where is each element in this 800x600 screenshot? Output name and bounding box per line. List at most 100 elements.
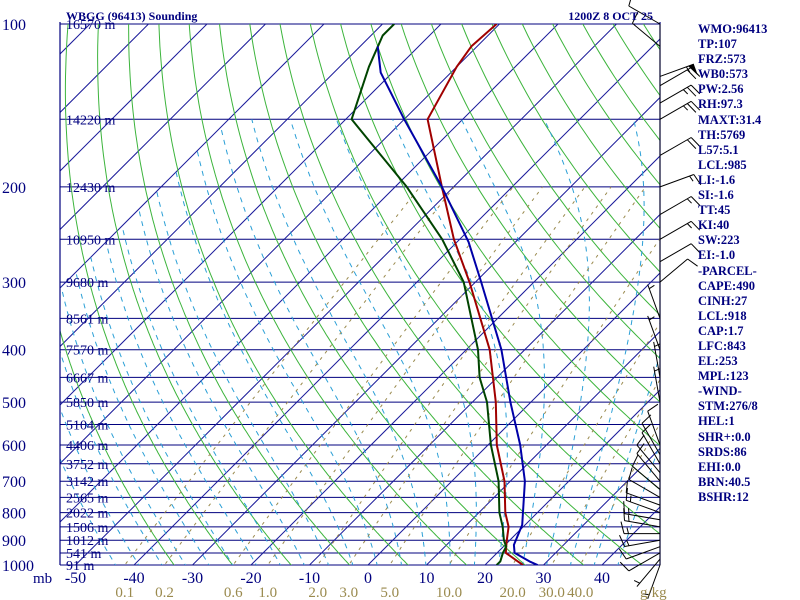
dewpoint-trace	[350, 24, 508, 565]
mixing-ratio-lines	[124, 186, 660, 565]
parcel-trace	[376, 46, 539, 565]
mixing-ratio-label: 40.0	[567, 585, 593, 600]
pressure-tick-label: 100	[2, 17, 26, 34]
temperature-tick-label: -20	[240, 570, 261, 587]
height-label: 5104 m	[66, 419, 109, 434]
temperature-tick-label: 0	[364, 570, 372, 587]
sounding-index: LCL:985	[698, 157, 747, 172]
height-label: 91 m	[66, 559, 95, 574]
sounding-index: HEL:1	[698, 414, 735, 429]
wind-barb	[636, 434, 661, 473]
mixing-ratio-line-0	[124, 186, 421, 565]
sounding-index: -WIND-	[698, 384, 742, 399]
sounding-index: MAXT:31.4	[698, 112, 762, 127]
height-label: 1506 m	[66, 521, 109, 536]
dry-adiabat-290	[188, 24, 468, 565]
height-label: 2565 m	[66, 491, 109, 506]
sounding-index: CAP:1.7	[698, 323, 744, 338]
wind-barb	[619, 534, 661, 547]
moist-adiabat-32	[543, 119, 590, 565]
sounding-index: KI:40	[698, 218, 730, 233]
sounding-index: TT:45	[698, 203, 731, 218]
mixing-ratio-label: 2.0	[308, 585, 327, 600]
sounding-series	[350, 24, 539, 565]
wind-barb	[659, 100, 701, 120]
sounding-index: EI:-1.0	[698, 248, 736, 263]
wind-barb	[659, 174, 702, 188]
moist-adiabat--24	[75, 272, 210, 565]
wind-barb	[631, 454, 661, 490]
height-label: 7570 m	[66, 344, 109, 359]
dry-adiabat-250	[64, 24, 234, 565]
mixing-ratio-label: 0.2	[155, 585, 174, 600]
height-label: 6667 m	[66, 371, 109, 386]
mixing-ratio-label: 30.0	[539, 585, 565, 600]
axis-labels: 0.1 0.2 0.6 1.0 2.0 3.0 5.0 10.0 20.0 30.0 40.0100…	[2, 17, 610, 600]
wind-barb	[659, 243, 701, 263]
sounding-index: STM:276/8	[698, 399, 758, 414]
mixing-ratio-line-1	[163, 186, 455, 565]
wind-barb	[619, 552, 661, 572]
sounding-index: CAPE:490	[698, 278, 755, 293]
sounding-index: TP:107	[698, 37, 737, 52]
temperature-tick-label: -50	[65, 570, 86, 587]
moist-adiabat--40	[60, 457, 117, 565]
moist-adiabat--16	[105, 242, 257, 565]
wind-barb	[623, 501, 661, 521]
wind-barb	[653, 366, 661, 403]
isotherm-30	[543, 447, 660, 565]
sounding-index: RH:97.3	[698, 97, 743, 112]
isotherm-0	[367, 272, 660, 565]
wind-barb	[628, 467, 661, 498]
dry-adiabat-340	[340, 24, 660, 491]
sounding-index: CINH:27	[698, 293, 748, 308]
sounding-index: L57:5.1	[698, 142, 739, 157]
pressure-tick-label: 800	[2, 506, 26, 523]
temperature-tick-label: 10	[419, 570, 435, 587]
mixing-ratio-line-6	[389, 186, 646, 565]
wind-barb	[631, 11, 661, 47]
sounding-index: LI:-1.6	[698, 172, 736, 187]
dry-adiabat-270	[128, 24, 351, 565]
temperature-tick-label: -10	[299, 570, 320, 587]
temperature-tick-label: -30	[182, 570, 203, 587]
wind-barb	[659, 84, 701, 104]
sounding-index: WB0:573	[698, 67, 748, 82]
temperature-tick-label: -40	[123, 570, 144, 587]
sounding-index: PW:2.56	[698, 82, 744, 97]
sounding-index: TH:5769	[698, 127, 746, 142]
pressure-tick-label: 400	[2, 343, 26, 360]
moist-adiabat-20	[336, 119, 477, 565]
isotherm--110	[60, 24, 266, 231]
moist-adiabat-12	[251, 119, 427, 565]
pressure-tick-label: 500	[2, 395, 26, 412]
sounding-index: EHI:0.0	[698, 459, 741, 474]
isotherm--10	[309, 213, 660, 565]
sounding-index: BRN:40.5	[698, 474, 751, 489]
wind-barb	[641, 423, 661, 465]
moist-adiabat-28	[460, 119, 545, 565]
wind-barb	[659, 220, 701, 240]
isotherm--80	[60, 24, 442, 406]
sounding-index: -PARCEL-	[698, 263, 757, 278]
moist-adiabat-40	[593, 352, 660, 565]
moist-adiabat--28	[60, 286, 187, 565]
pressure-tick-label: 900	[2, 533, 26, 550]
isotherm--60	[60, 24, 559, 523]
isotherm--20	[250, 155, 660, 565]
isotherm--120	[60, 24, 208, 172]
height-label: 16570 m	[66, 18, 116, 33]
height-label: 4406 m	[66, 439, 109, 454]
isotherm-20	[484, 389, 660, 565]
mixing-ratio-label: 5.0	[380, 585, 399, 600]
wind-barb	[618, 546, 661, 560]
sounding-index: FRZ:573	[698, 52, 746, 67]
isotherm--50	[75, 24, 617, 565]
dry-adiabat-260	[97, 24, 292, 565]
wind-barb	[633, 558, 661, 587]
isotherm--90	[60, 24, 383, 348]
dry-adiabat-240	[60, 328, 175, 565]
height-label: 5850 m	[66, 396, 109, 411]
moist-adiabat--8	[138, 209, 305, 565]
mixing-ratio-line-2	[232, 186, 514, 565]
